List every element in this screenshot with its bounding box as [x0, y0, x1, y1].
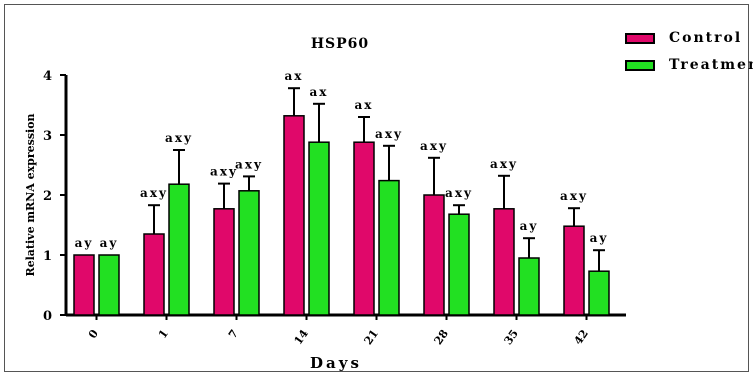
bar-treatment-day-28 — [448, 213, 470, 316]
bar-control-day-1 — [143, 233, 165, 316]
bar-treatment-day-7 — [238, 190, 260, 316]
legend-label-treatment: Treatment — [669, 57, 753, 73]
bar-control-day-42 — [563, 225, 585, 316]
bar-control-day-35 — [493, 208, 515, 316]
significance-label: ay — [75, 236, 94, 250]
significance-label: ay — [520, 219, 539, 233]
bar-control-day-7 — [213, 208, 235, 316]
significance-label: ax — [285, 69, 304, 83]
x-tick-label: 0 — [86, 327, 101, 341]
legend-label-control: Control — [669, 30, 743, 46]
chart-title: HSP60 — [311, 36, 369, 52]
significance-label: axy — [420, 139, 448, 153]
x-tick-label: 21 — [362, 327, 381, 347]
significance-label: axy — [560, 189, 588, 203]
legend-item-control: Control — [625, 30, 742, 46]
y-tick-label: 2 — [43, 189, 52, 204]
bar-control-day-14 — [283, 115, 305, 316]
x-axis-ticks: 0 1 7 14 21 28 35 42 — [86, 315, 591, 347]
significance-label: axy — [165, 131, 193, 145]
bar-control-day-28 — [423, 194, 445, 316]
significance-label: axy — [210, 165, 238, 179]
significance-label: axy — [235, 157, 263, 171]
legend-swatch-control — [625, 32, 655, 44]
x-tick-label: 42 — [572, 327, 591, 347]
x-tick-label: 1 — [156, 327, 171, 341]
significance-label: ax — [355, 98, 374, 112]
significance-label: ax — [310, 85, 329, 99]
significance-label: ay — [590, 231, 609, 245]
y-tick-label: 4 — [43, 69, 52, 84]
y-axis-label: Relative mRNA expression — [24, 113, 37, 276]
bar-treatment-day-0 — [98, 254, 120, 316]
bar-treatment-day-35 — [518, 257, 540, 316]
x-tick-label: 7 — [226, 327, 241, 341]
bar-treatment-day-14 — [308, 141, 330, 316]
y-tick-label: 0 — [43, 309, 52, 324]
y-tick-label: 3 — [43, 129, 52, 144]
bar-treatment-day-42 — [588, 270, 610, 316]
bar-treatment-day-1 — [168, 183, 190, 316]
legend-item-treatment: Treatment — [625, 57, 753, 73]
x-tick-label: 14 — [292, 327, 312, 347]
bar-control-day-21 — [353, 141, 375, 316]
bar-treatment-day-21 — [378, 179, 400, 316]
significance-label: axy — [375, 127, 403, 141]
x-tick-label: 28 — [432, 327, 452, 347]
significance-label: axy — [140, 186, 168, 200]
legend-swatch-treatment — [625, 59, 655, 71]
significance-label: ay — [100, 236, 119, 250]
bar-control-day-0 — [73, 254, 95, 316]
y-tick-label: 1 — [43, 249, 52, 264]
figure-frame — [4, 4, 749, 372]
bars: ay ayaxyaxyaxyaxyaxaxaxaxyaxyaxyaxyayaxya… — [73, 69, 610, 316]
x-axis-label: Days — [310, 354, 362, 372]
significance-label: axy — [445, 186, 473, 200]
significance-label: axy — [490, 157, 518, 171]
x-tick-label: 35 — [502, 327, 521, 347]
legend: Control Treatment — [625, 30, 753, 80]
y-axis-ticks: 0 1 2 3 4 — [43, 69, 66, 324]
